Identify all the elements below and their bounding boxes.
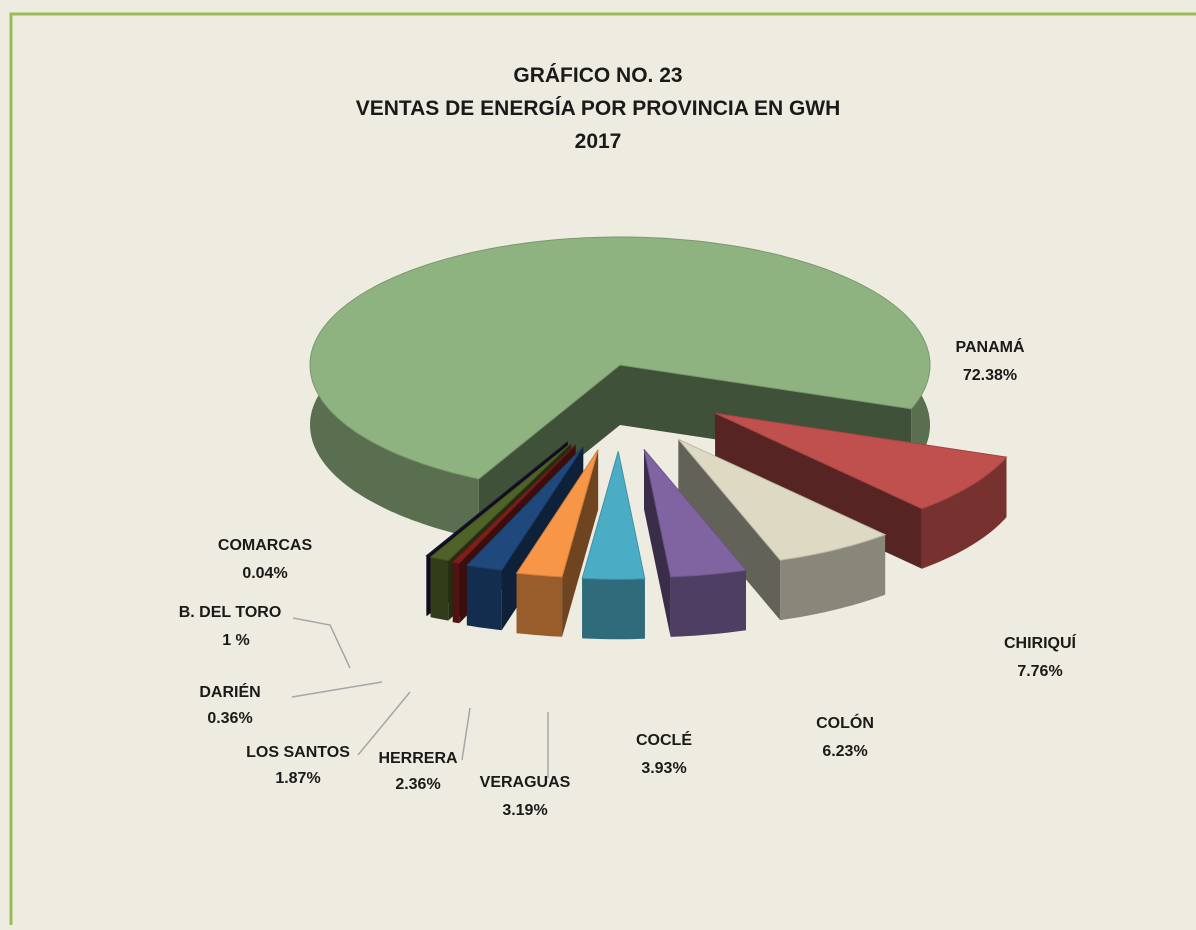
slice-label: COMARCAS bbox=[218, 537, 313, 554]
value-label: 1 % bbox=[222, 632, 250, 649]
value-label: 3.93% bbox=[641, 760, 686, 777]
slice-label: COCLÉ bbox=[636, 730, 692, 749]
value-label: 6.23% bbox=[822, 743, 867, 760]
slice-label: PANAMÁ bbox=[955, 337, 1024, 356]
leader-line bbox=[461, 707, 471, 761]
slice-side bbox=[670, 570, 746, 637]
frame bbox=[9, 12, 1196, 925]
chart-title: VENTAS DE ENERGÍA POR PROVINCIA EN GWH bbox=[356, 97, 841, 120]
value-label: 0.36% bbox=[207, 710, 252, 727]
slice bbox=[465, 446, 584, 571]
slice-side bbox=[582, 578, 645, 640]
chart-title: GRÁFICO NO. 23 bbox=[513, 64, 682, 87]
slice bbox=[678, 438, 887, 621]
slices bbox=[309, 236, 1008, 640]
slice bbox=[581, 451, 646, 580]
value-label: 0.04% bbox=[242, 565, 287, 582]
value-label: 3.19% bbox=[502, 802, 547, 819]
slice-label: COLÓN bbox=[816, 713, 874, 732]
slice bbox=[678, 438, 887, 561]
slice bbox=[429, 442, 572, 562]
slice bbox=[425, 441, 569, 557]
slice bbox=[515, 449, 599, 637]
leader-line bbox=[357, 691, 411, 756]
slice-label: LOS SANTOS bbox=[246, 744, 350, 761]
slice-label: B. DEL TORO bbox=[179, 604, 282, 621]
slice-label: DARIÉN bbox=[199, 682, 260, 701]
slice-side bbox=[430, 557, 449, 621]
slice bbox=[451, 444, 576, 564]
slice-side bbox=[516, 573, 563, 637]
slice bbox=[643, 448, 747, 637]
slice-side bbox=[466, 565, 502, 631]
value-label: 2.36% bbox=[395, 776, 440, 793]
slice bbox=[714, 412, 1008, 510]
slice-side bbox=[644, 449, 671, 637]
value-label: 7.76% bbox=[1017, 663, 1062, 680]
slice bbox=[515, 449, 599, 578]
slice-side bbox=[921, 457, 1007, 569]
labels: PANAMÁ 72.38% CHIRIQUÍ 7.76% COLÓN 6.23% COCLÉ… bbox=[179, 337, 1077, 819]
leader-line bbox=[292, 617, 351, 669]
value-label: 72.38% bbox=[963, 367, 1017, 384]
slice-side bbox=[426, 555, 428, 616]
leader-line bbox=[291, 681, 383, 698]
slice-label: HERRERA bbox=[378, 750, 458, 767]
slice bbox=[581, 451, 646, 640]
value-label: 1.87% bbox=[275, 770, 320, 787]
slice bbox=[643, 448, 747, 578]
slice bbox=[309, 236, 931, 480]
slice-side bbox=[452, 562, 460, 624]
chart-title: 2017 bbox=[575, 130, 622, 153]
slice bbox=[309, 236, 931, 539]
slice-label: VERAGUAS bbox=[480, 774, 571, 791]
slice-label: CHIRIQUÍ bbox=[1004, 633, 1077, 652]
slice-side bbox=[678, 439, 781, 621]
